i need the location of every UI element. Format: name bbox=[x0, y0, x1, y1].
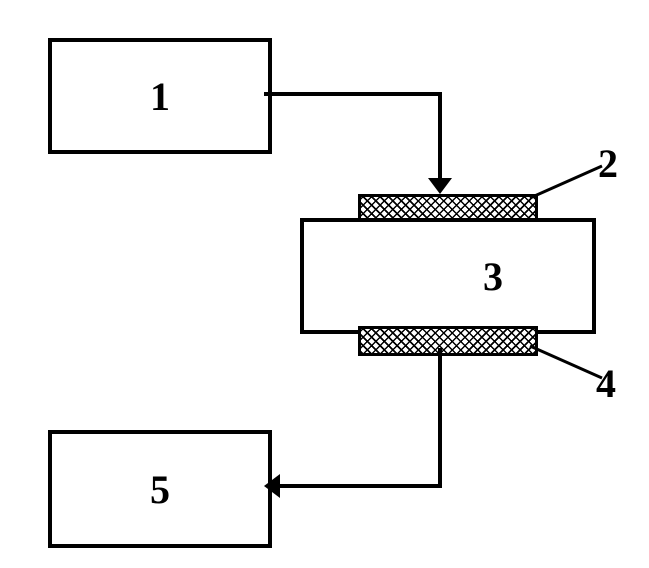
connector-1-h bbox=[264, 92, 442, 96]
electrode-bottom bbox=[358, 326, 538, 356]
connector-2-v bbox=[438, 348, 442, 488]
box-5: 5 bbox=[48, 430, 272, 548]
connector-2-h bbox=[280, 484, 442, 488]
connector-1-arrow bbox=[428, 178, 452, 194]
label-4: 4 bbox=[596, 360, 616, 407]
connector-2-arrow bbox=[264, 474, 280, 498]
connector-1-v bbox=[438, 92, 442, 180]
box-1: 1 bbox=[48, 38, 272, 154]
box-5-label: 5 bbox=[150, 466, 170, 513]
box-3: 3 bbox=[300, 218, 596, 334]
box-3-label: 3 bbox=[483, 253, 503, 300]
label-2: 2 bbox=[598, 140, 618, 187]
box-1-label: 1 bbox=[150, 73, 170, 120]
